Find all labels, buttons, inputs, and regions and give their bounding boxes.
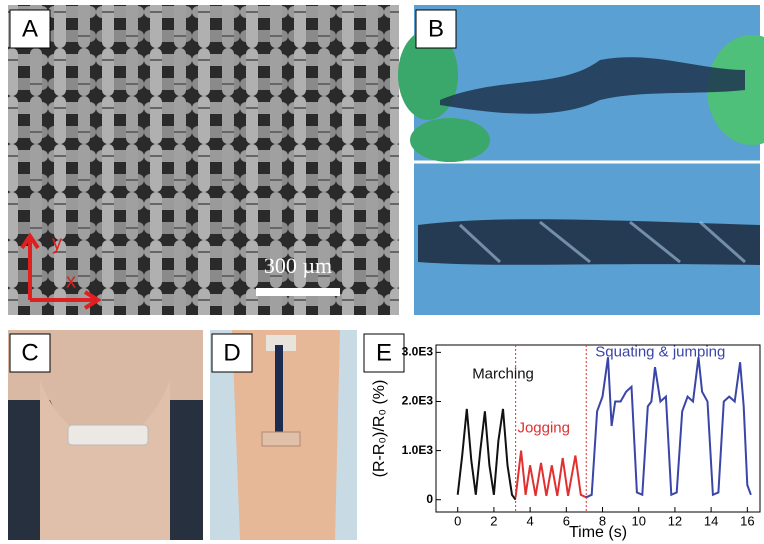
x-tick-label: 10 [631,513,645,528]
y-tick-label: 3.0E3 [402,345,434,359]
y-tick-label: 2.0E3 [402,394,434,408]
panel-label: E [376,339,392,366]
sem-image [8,5,399,315]
y-axis-label: (R-R₀)/R₀ (%) [371,380,388,478]
series-line [516,451,587,498]
y-tick-label: 0 [426,492,433,506]
series-label: Marching [472,365,534,382]
series-label: Squating & jumping [595,343,725,360]
panel-a: A y x 300 µm [8,5,399,315]
y-tick-label: 1.0E3 [402,443,434,457]
scale-bar-label: 300 µm [264,253,332,278]
panel-label: C [21,339,38,366]
panel-label: A [22,15,38,42]
series-line [586,357,751,497]
x-tick-label: 12 [668,513,682,528]
scale-bar [256,288,340,296]
panel-label: D [223,339,240,366]
panel-label: B [428,15,444,42]
panel-d: D [210,330,357,540]
x-tick-label: 4 [527,513,534,528]
figure: A y x 300 µm B C D E [0,0,764,544]
x-axis-label: Time (s) [569,524,627,541]
series-label: Jogging [517,419,570,436]
axis-x-label: x [66,270,76,292]
panel-c: C [8,330,203,540]
x-tick-label: 2 [490,513,497,528]
axis-y-label: y [52,232,62,254]
panel-b: B [398,5,764,315]
panel-e: E [364,334,404,372]
series-line [458,409,516,500]
x-tick-label: 14 [704,513,718,528]
x-tick-label: 0 [454,513,461,528]
x-tick-label: 16 [740,513,754,528]
